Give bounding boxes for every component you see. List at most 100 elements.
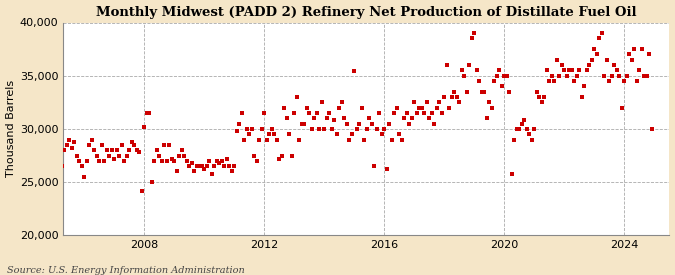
Point (601, 57, 612, 62)
Point (381, 167, 392, 172)
Point (64, 137, 75, 142)
Point (234, 121, 244, 126)
Point (479, 89, 490, 94)
Point (174, 153, 185, 158)
Point (464, 63, 475, 67)
Point (114, 153, 125, 158)
Point (637, 47, 647, 51)
Point (409, 100, 420, 104)
Point (484, 100, 495, 104)
Point (616, 105, 627, 110)
Point (334, 105, 345, 110)
Point (626, 57, 637, 62)
Point (437, 111, 448, 115)
Point (148, 159, 159, 163)
Point (169, 159, 180, 163)
Point (204, 159, 215, 163)
Point (647, 127, 657, 131)
Point (622, 73, 632, 78)
Point (514, 127, 524, 131)
Point (369, 164, 380, 168)
Point (364, 116, 375, 120)
Point (639, 73, 650, 78)
Point (574, 68, 585, 73)
Point (151, 148, 162, 152)
Point (499, 73, 510, 78)
Point (274, 156, 285, 161)
Point (489, 79, 500, 83)
Point (116, 143, 127, 147)
Point (302, 105, 313, 110)
Point (612, 68, 622, 73)
Point (547, 73, 558, 78)
Point (209, 164, 219, 168)
Point (56, 164, 67, 168)
Point (191, 164, 202, 168)
Point (109, 156, 119, 161)
Point (632, 79, 643, 83)
Point (136, 188, 147, 193)
Point (132, 148, 142, 152)
Point (284, 132, 295, 136)
Point (189, 169, 200, 174)
Point (441, 63, 452, 67)
Point (502, 73, 512, 78)
Point (304, 111, 315, 115)
Point (427, 111, 437, 115)
Point (251, 159, 262, 163)
Point (414, 105, 425, 110)
Point (446, 95, 457, 99)
Point (434, 100, 445, 104)
Point (311, 111, 322, 115)
Point (249, 153, 260, 158)
Point (624, 52, 635, 57)
Point (634, 68, 645, 73)
Point (199, 167, 210, 172)
Point (587, 57, 597, 62)
Point (122, 153, 132, 158)
Point (439, 95, 450, 99)
Point (99, 159, 109, 163)
Point (564, 68, 575, 73)
Point (556, 63, 567, 67)
Point (327, 127, 338, 131)
Point (146, 180, 157, 184)
Point (579, 84, 590, 89)
Point (346, 132, 357, 136)
Point (324, 111, 335, 115)
Point (119, 159, 130, 163)
Point (371, 127, 382, 131)
Point (134, 150, 144, 155)
Point (54, 171, 65, 176)
Point (269, 132, 279, 136)
Point (129, 143, 140, 147)
Point (51, 196, 62, 200)
Point (537, 100, 547, 104)
Point (289, 111, 300, 115)
Point (292, 95, 302, 99)
Point (76, 164, 87, 168)
Point (541, 68, 552, 73)
Point (84, 143, 95, 147)
Point (504, 89, 515, 94)
Point (242, 127, 252, 131)
Point (89, 148, 100, 152)
Point (471, 68, 482, 73)
Point (321, 116, 332, 120)
Point (229, 164, 240, 168)
Point (572, 73, 583, 78)
Point (597, 31, 608, 35)
Point (319, 127, 329, 131)
Point (207, 171, 217, 176)
Point (214, 161, 225, 165)
Point (609, 63, 620, 67)
Point (211, 159, 222, 163)
Point (551, 57, 562, 62)
Point (361, 127, 372, 131)
Point (246, 127, 257, 131)
Point (462, 89, 472, 94)
Point (186, 161, 197, 165)
Point (86, 137, 97, 142)
Point (516, 121, 527, 126)
Point (66, 146, 77, 150)
